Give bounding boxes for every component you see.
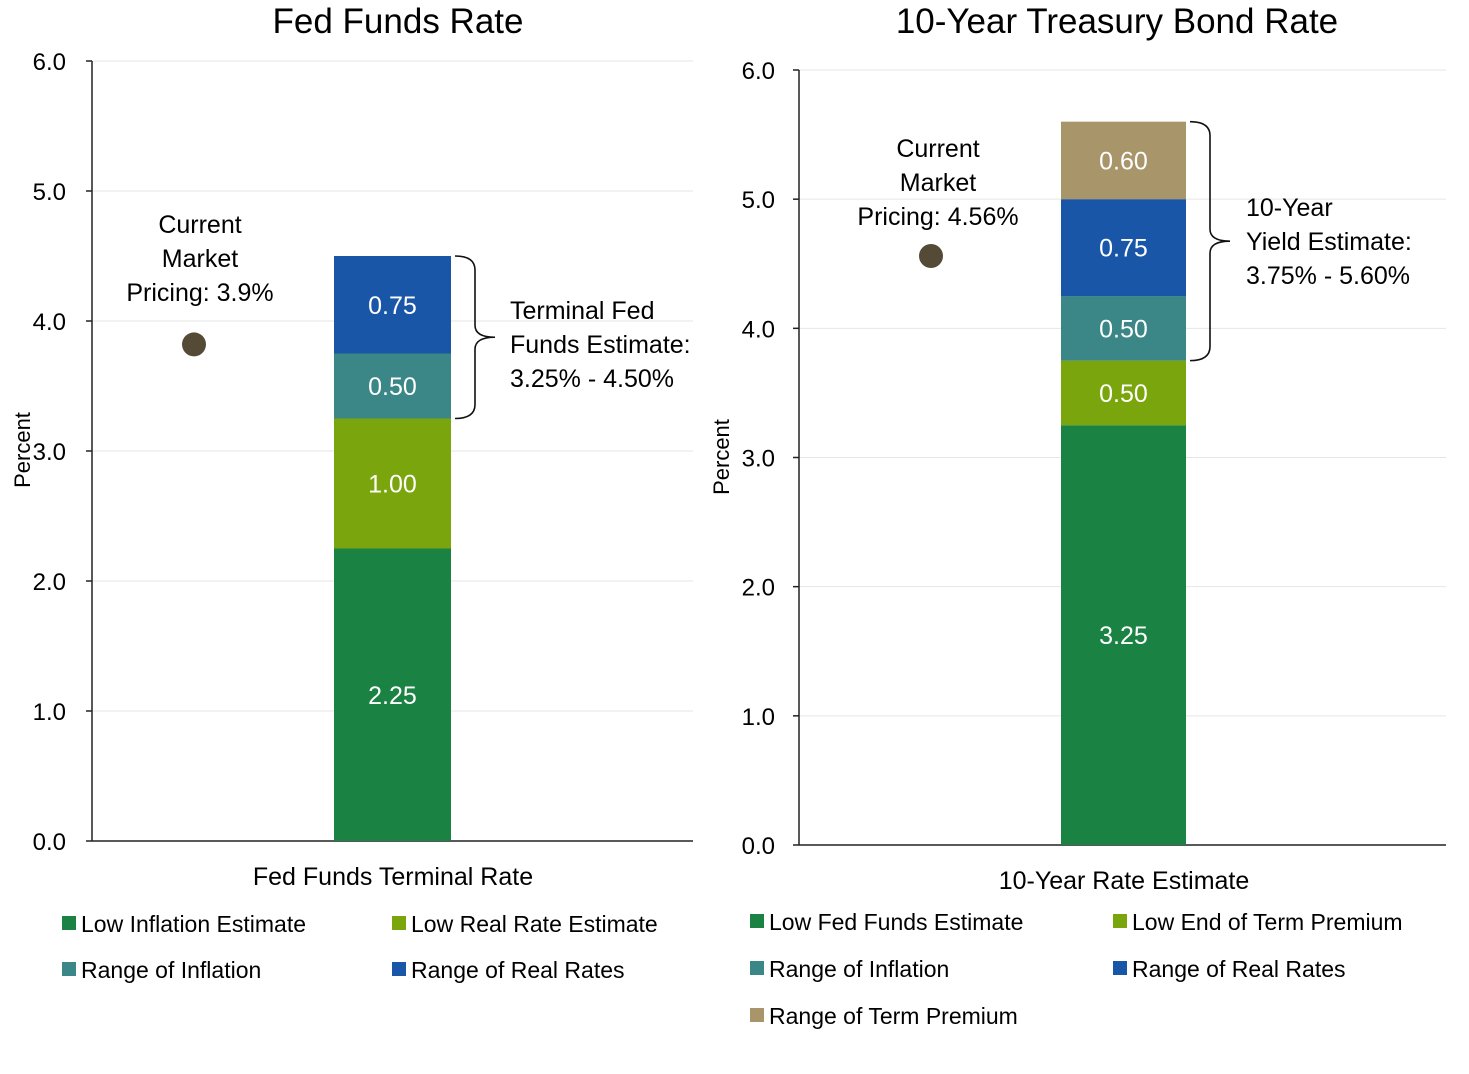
tsy-estimate-bracket — [1189, 120, 1231, 362]
tsy-bar-segment — [1061, 199, 1186, 297]
fed-bar-segment — [334, 548, 451, 841]
fed-y-tick-label: 2.0 — [33, 569, 66, 596]
tsy-market-pricing-label: Market — [900, 169, 976, 197]
tsy-bar-segment — [1061, 296, 1186, 361]
fed-data-label: 1.00 — [368, 471, 417, 499]
tsy-legend-swatch — [750, 1008, 764, 1022]
tsy-bar-segment — [1061, 425, 1186, 845]
tsy-legend-swatch — [750, 914, 764, 928]
tsy-legend-swatch — [750, 961, 764, 975]
tsy-legend-swatch — [1113, 961, 1127, 975]
tsy-bracket-label: Yield Estimate: — [1246, 228, 1412, 256]
fed-bar-segment — [334, 256, 451, 354]
fed-y-axis-label: Percent — [10, 412, 35, 488]
fed-legend-swatch — [392, 916, 406, 930]
fed-x-axis-label: Fed Funds Terminal Rate — [253, 863, 533, 891]
fed-legend-label: Range of Inflation — [81, 957, 261, 983]
tsy-x-axis-label: 10-Year Rate Estimate — [999, 867, 1250, 895]
tsy-data-label: 3.25 — [1099, 622, 1148, 650]
fed-y-tick-label: 4.0 — [33, 309, 66, 336]
fed-estimate-bracket — [454, 255, 496, 420]
fed-data-label: 0.50 — [368, 373, 417, 401]
fed-legend-label: Low Real Rate Estimate — [411, 911, 658, 937]
fed-chart: Fed Funds Rate 0.0 1.0 2.0 3.0 4.0 5.0 6.0 Perce… — [10, 2, 693, 983]
fed-y-tick-label: 6.0 — [33, 49, 66, 76]
tsy-legend-swatch — [1113, 914, 1127, 928]
tsy-legend-label: Range of Inflation — [769, 956, 949, 982]
tsy-y-tick-label: 3.0 — [742, 446, 775, 473]
tsy-market-pricing-label: Pricing: 4.56% — [857, 203, 1018, 231]
fed-y-tick-label: 3.0 — [33, 439, 66, 466]
fed-bar-segment — [334, 418, 451, 549]
fed-legend-swatch — [62, 916, 76, 930]
tsy-legend-label: Range of Term Premium — [769, 1003, 1018, 1029]
tsy-y-tick-label: 5.0 — [742, 187, 775, 214]
tsy-y-axis-label: Percent — [709, 419, 734, 495]
tsy-bar-segment — [1061, 360, 1186, 426]
fed-legend-swatch — [392, 962, 406, 976]
tsy-data-label: 0.50 — [1099, 380, 1148, 408]
tsy-y-tick-label: 0.0 — [742, 833, 775, 860]
tsy-data-label: 0.75 — [1099, 235, 1148, 263]
fed-market-pricing-label: Pricing: 3.9% — [126, 279, 273, 307]
tsy-data-label: 0.60 — [1099, 147, 1148, 175]
fed-legend-swatch — [62, 962, 76, 976]
tsy-title: 10-Year Treasury Bond Rate — [896, 2, 1338, 41]
fed-legend-label: Low Inflation Estimate — [81, 911, 306, 937]
fed-bracket-label: 3.25% - 4.50% — [510, 365, 674, 393]
tsy-legend-label: Range of Real Rates — [1132, 956, 1346, 982]
fed-bracket-label: Funds Estimate: — [510, 331, 691, 359]
fed-y-tick-label: 0.0 — [33, 829, 66, 856]
tsy-y-tick-label: 4.0 — [742, 316, 775, 343]
tsy-y-tick-label: 6.0 — [742, 58, 775, 85]
tsy-bracket-label: 10-Year — [1246, 194, 1333, 222]
tsy-bar-segment — [1061, 121, 1186, 200]
fed-data-label: 2.25 — [368, 682, 417, 710]
fed-market-pricing-dot — [182, 332, 206, 357]
tsy-legend-label: Low Fed Funds Estimate — [769, 909, 1023, 935]
tsy-y-tick-label: 2.0 — [742, 575, 775, 602]
tsy-market-pricing-label: Current — [896, 135, 979, 163]
tsy-bracket-label: 3.75% - 5.60% — [1246, 262, 1410, 290]
fed-title: Fed Funds Rate — [273, 2, 524, 41]
fed-bracket-label: Terminal Fed — [510, 297, 655, 325]
fed-market-pricing-label: Current — [158, 211, 241, 239]
tsy-market-pricing-dot — [919, 244, 943, 268]
tsy-legend-label: Low End of Term Premium — [1132, 909, 1403, 935]
fed-y-tick-label: 5.0 — [33, 179, 66, 206]
fed-y-tick-label: 1.0 — [33, 699, 66, 726]
tsy-y-tick-label: 1.0 — [742, 704, 775, 731]
fed-market-pricing-label: Market — [162, 245, 238, 273]
tsy-data-label: 0.50 — [1099, 315, 1148, 343]
fed-data-label: 0.75 — [368, 292, 417, 320]
fed-legend-label: Range of Real Rates — [411, 957, 625, 983]
tsy-chart: 10-Year Treasury Bond Rate 0.0 1.0 2.0 3.0 4.… — [709, 2, 1446, 1029]
fed-bar-segment — [334, 353, 451, 419]
